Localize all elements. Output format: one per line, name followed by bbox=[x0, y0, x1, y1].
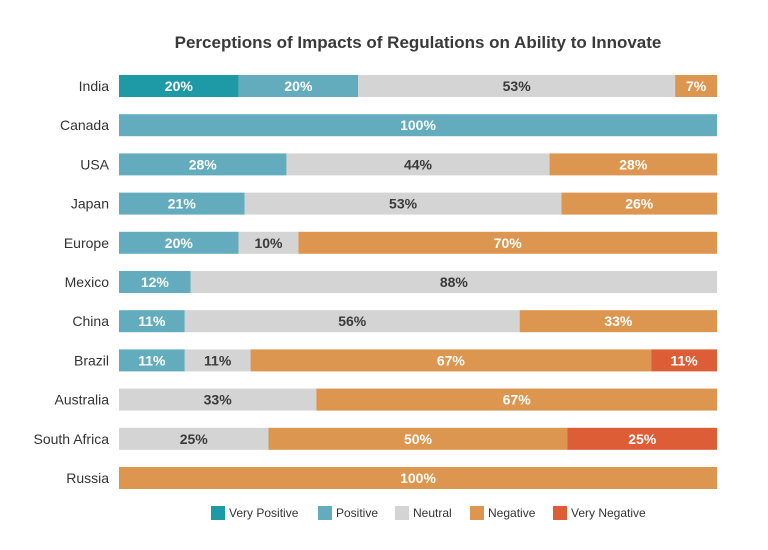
category-label-china: China bbox=[72, 313, 109, 329]
category-label-india: India bbox=[79, 78, 110, 94]
bar-south-africa-negative bbox=[268, 427, 568, 450]
chart-title: Perceptions of Impacts of Regulations on… bbox=[175, 33, 662, 52]
data-label-south-africa-very-negative: 25% bbox=[628, 431, 657, 447]
category-labels: India Canada USA Japan Europe Mexico China Braz… bbox=[34, 78, 110, 486]
data-label-india-positive: 20% bbox=[284, 78, 313, 94]
category-label-mexico: Mexico bbox=[65, 274, 110, 290]
legend-label-very-positive: Very Positive bbox=[229, 506, 299, 520]
bar-south-africa-very-negative bbox=[567, 427, 717, 450]
legend-swatch-neutral bbox=[395, 506, 409, 520]
bar-usa-positive bbox=[119, 153, 287, 176]
data-label-usa-negative: 28% bbox=[619, 156, 648, 172]
bar-india-negative bbox=[675, 75, 717, 97]
data-label-mexico-positive: 12% bbox=[141, 274, 170, 290]
bar-china-positive bbox=[119, 310, 185, 333]
bar-usa-neutral bbox=[286, 153, 550, 176]
legend: Very Positive Positive Neutral Negative Very… bbox=[211, 506, 646, 520]
category-label-japan: Japan bbox=[71, 196, 109, 212]
bar-brazil-neutral bbox=[184, 349, 251, 372]
data-label-usa-neutral: 44% bbox=[404, 156, 433, 172]
legend-label-negative: Negative bbox=[488, 506, 536, 520]
bar-canada-positive bbox=[119, 114, 717, 137]
bar-mexico-positive bbox=[119, 271, 191, 293]
data-label-brazil-neutral: 11% bbox=[204, 352, 232, 368]
data-label-brazil-very-negative: 11% bbox=[670, 352, 698, 368]
data-label-australia-negative: 67% bbox=[503, 392, 532, 408]
data-label-japan-neutral: 53% bbox=[389, 196, 418, 212]
data-label-south-africa-neutral: 25% bbox=[180, 431, 209, 447]
data-label-europe-negative: 70% bbox=[494, 235, 523, 251]
legend-swatch-very-negative bbox=[553, 506, 567, 520]
bar-china-neutral bbox=[184, 310, 520, 333]
bar-japan-negative bbox=[561, 192, 717, 215]
bar-europe-negative bbox=[298, 231, 717, 254]
data-label-india-neutral: 53% bbox=[503, 78, 532, 94]
legend-swatch-very-positive bbox=[211, 506, 225, 520]
bar-australia-neutral bbox=[119, 388, 317, 411]
bar-japan-positive bbox=[119, 192, 245, 215]
category-label-europe: Europe bbox=[64, 235, 109, 251]
data-label-mexico-neutral: 88% bbox=[440, 274, 469, 290]
bar-brazil-negative bbox=[250, 349, 652, 372]
category-label-canada: Canada bbox=[60, 117, 109, 133]
bar-australia-negative bbox=[316, 388, 717, 411]
data-label-india-negative: 7% bbox=[686, 78, 707, 94]
bar-brazil-very-negative bbox=[651, 349, 717, 372]
data-label-russia-negative: 100% bbox=[400, 470, 436, 486]
legend-label-positive: Positive bbox=[336, 506, 378, 520]
bar-brazil-positive bbox=[119, 349, 185, 372]
data-label-india-very-positive: 20% bbox=[165, 78, 194, 94]
data-label-south-africa-negative: 50% bbox=[404, 431, 433, 447]
data-label-china-negative: 33% bbox=[604, 313, 633, 329]
data-label-china-positive: 11% bbox=[138, 313, 166, 329]
data-label-usa-positive: 28% bbox=[189, 156, 218, 172]
bar-south-africa-neutral bbox=[119, 427, 269, 450]
bar-russia-negative bbox=[119, 467, 717, 489]
data-label-europe-positive: 20% bbox=[165, 235, 194, 251]
data-label-japan-positive: 21% bbox=[168, 196, 197, 212]
data-label-brazil-positive: 11% bbox=[138, 352, 166, 368]
category-label-south-africa: South Africa bbox=[34, 431, 110, 447]
bar-mexico-neutral bbox=[190, 271, 717, 293]
legend-label-neutral: Neutral bbox=[413, 506, 452, 520]
bar-japan-neutral bbox=[244, 192, 562, 215]
data-label-brazil-negative: 67% bbox=[437, 352, 466, 368]
legend-swatch-negative bbox=[470, 506, 484, 520]
category-label-russia: Russia bbox=[66, 470, 109, 486]
bar-usa-negative bbox=[549, 153, 717, 176]
data-label-china-neutral: 56% bbox=[338, 313, 367, 329]
legend-label-very-negative: Very Negative bbox=[571, 506, 646, 520]
bar-europe-positive bbox=[119, 231, 239, 254]
bars-group: 20% 20% 53% 7% 100% 28% 44% 28% 21% 53% 26% 20% 10% 7… bbox=[119, 75, 717, 489]
data-label-europe-neutral: 10% bbox=[254, 235, 283, 251]
bar-china-negative bbox=[519, 310, 717, 333]
category-label-usa: USA bbox=[80, 156, 109, 172]
data-label-canada-positive: 100% bbox=[400, 117, 436, 133]
category-label-australia: Australia bbox=[55, 392, 110, 408]
bar-india-neutral bbox=[358, 75, 676, 97]
data-label-australia-neutral: 33% bbox=[204, 392, 233, 408]
bar-europe-neutral bbox=[238, 231, 299, 254]
data-label-japan-negative: 26% bbox=[625, 196, 654, 212]
bar-india-positive bbox=[238, 75, 359, 97]
category-label-brazil: Brazil bbox=[74, 352, 109, 368]
legend-swatch-positive bbox=[318, 506, 332, 520]
bar-india-very-positive bbox=[119, 75, 239, 97]
